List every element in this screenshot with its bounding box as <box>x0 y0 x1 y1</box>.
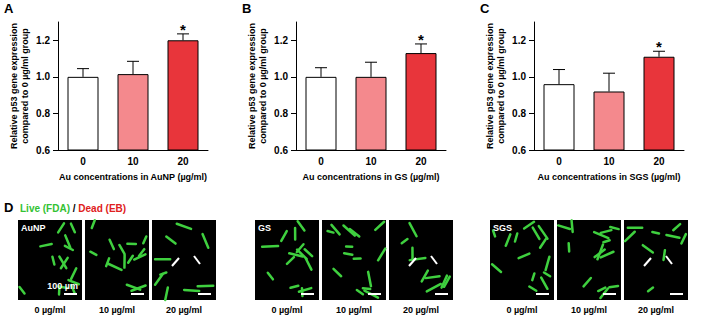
svg-text:20 µg/ml: 20 µg/ml <box>638 305 674 315</box>
svg-text:1.0: 1.0 <box>274 71 288 82</box>
svg-text:1.2: 1.2 <box>36 35 50 46</box>
svg-text:*: * <box>180 21 186 38</box>
svg-text:0.8: 0.8 <box>512 108 526 119</box>
svg-text:10 µg/ml: 10 µg/ml <box>336 305 372 315</box>
svg-text:compared to 0 µg/ml group: compared to 0 µg/ml group <box>496 28 506 144</box>
svg-text:compared to 0 µg/ml group: compared to 0 µg/ml group <box>258 28 268 144</box>
svg-text:0 µg/ml: 0 µg/ml <box>34 305 65 315</box>
svg-text:20: 20 <box>177 156 189 167</box>
svg-text:0.8: 0.8 <box>36 108 50 119</box>
svg-text:Au concentrations in GS (µg/ml: Au concentrations in GS (µg/ml) <box>302 172 439 182</box>
svg-text:0: 0 <box>318 156 324 167</box>
svg-text:1.2: 1.2 <box>274 35 288 46</box>
svg-text:10: 10 <box>127 156 139 167</box>
svg-text:0: 0 <box>556 156 562 167</box>
svg-text:*: * <box>656 38 662 55</box>
svg-text:0.6: 0.6 <box>512 145 526 156</box>
svg-text:20 µg/ml: 20 µg/ml <box>403 305 439 315</box>
svg-text:10 µg/ml: 10 µg/ml <box>571 305 607 315</box>
svg-text:10: 10 <box>603 156 615 167</box>
svg-text:Relative p53 gene expression: Relative p53 gene expression <box>9 23 19 149</box>
svg-text:0.8: 0.8 <box>274 108 288 119</box>
svg-text:10 µg/ml: 10 µg/ml <box>99 305 135 315</box>
svg-text:Relative p53 gene expression: Relative p53 gene expression <box>485 23 495 149</box>
svg-text:SGS: SGS <box>493 223 512 233</box>
svg-text:20 µg/ml: 20 µg/ml <box>166 305 202 315</box>
svg-text:Au concentrations in SGS (µg/m: Au concentrations in SGS (µg/ml) <box>537 172 680 182</box>
svg-text:100 µm: 100 µm <box>47 281 78 291</box>
svg-text:compared to 0 µg/ml group: compared to 0 µg/ml group <box>20 28 30 144</box>
svg-text:AuNP: AuNP <box>21 223 46 233</box>
svg-text:A: A <box>4 1 14 16</box>
svg-text:1.2: 1.2 <box>512 35 526 46</box>
svg-text:Live (FDA) / Dead (EB): Live (FDA) / Dead (EB) <box>20 203 126 214</box>
svg-text:20: 20 <box>653 156 665 167</box>
svg-text:C: C <box>480 1 490 16</box>
svg-text:*: * <box>418 31 424 48</box>
svg-text:D: D <box>4 200 13 215</box>
svg-text:B: B <box>242 1 251 16</box>
svg-text:Relative p53 gene expression: Relative p53 gene expression <box>247 23 257 149</box>
svg-text:GS: GS <box>258 223 271 233</box>
svg-text:Au concentrations in AuNP (µg/: Au concentrations in AuNP (µg/ml) <box>59 172 207 182</box>
svg-text:20: 20 <box>415 156 427 167</box>
svg-text:0: 0 <box>80 156 86 167</box>
svg-text:1.0: 1.0 <box>36 71 50 82</box>
svg-text:0 µg/ml: 0 µg/ml <box>506 305 537 315</box>
svg-text:0 µg/ml: 0 µg/ml <box>271 305 302 315</box>
svg-text:10: 10 <box>365 156 377 167</box>
svg-text:1.0: 1.0 <box>512 71 526 82</box>
svg-text:0.6: 0.6 <box>36 145 50 156</box>
svg-text:0.6: 0.6 <box>274 145 288 156</box>
